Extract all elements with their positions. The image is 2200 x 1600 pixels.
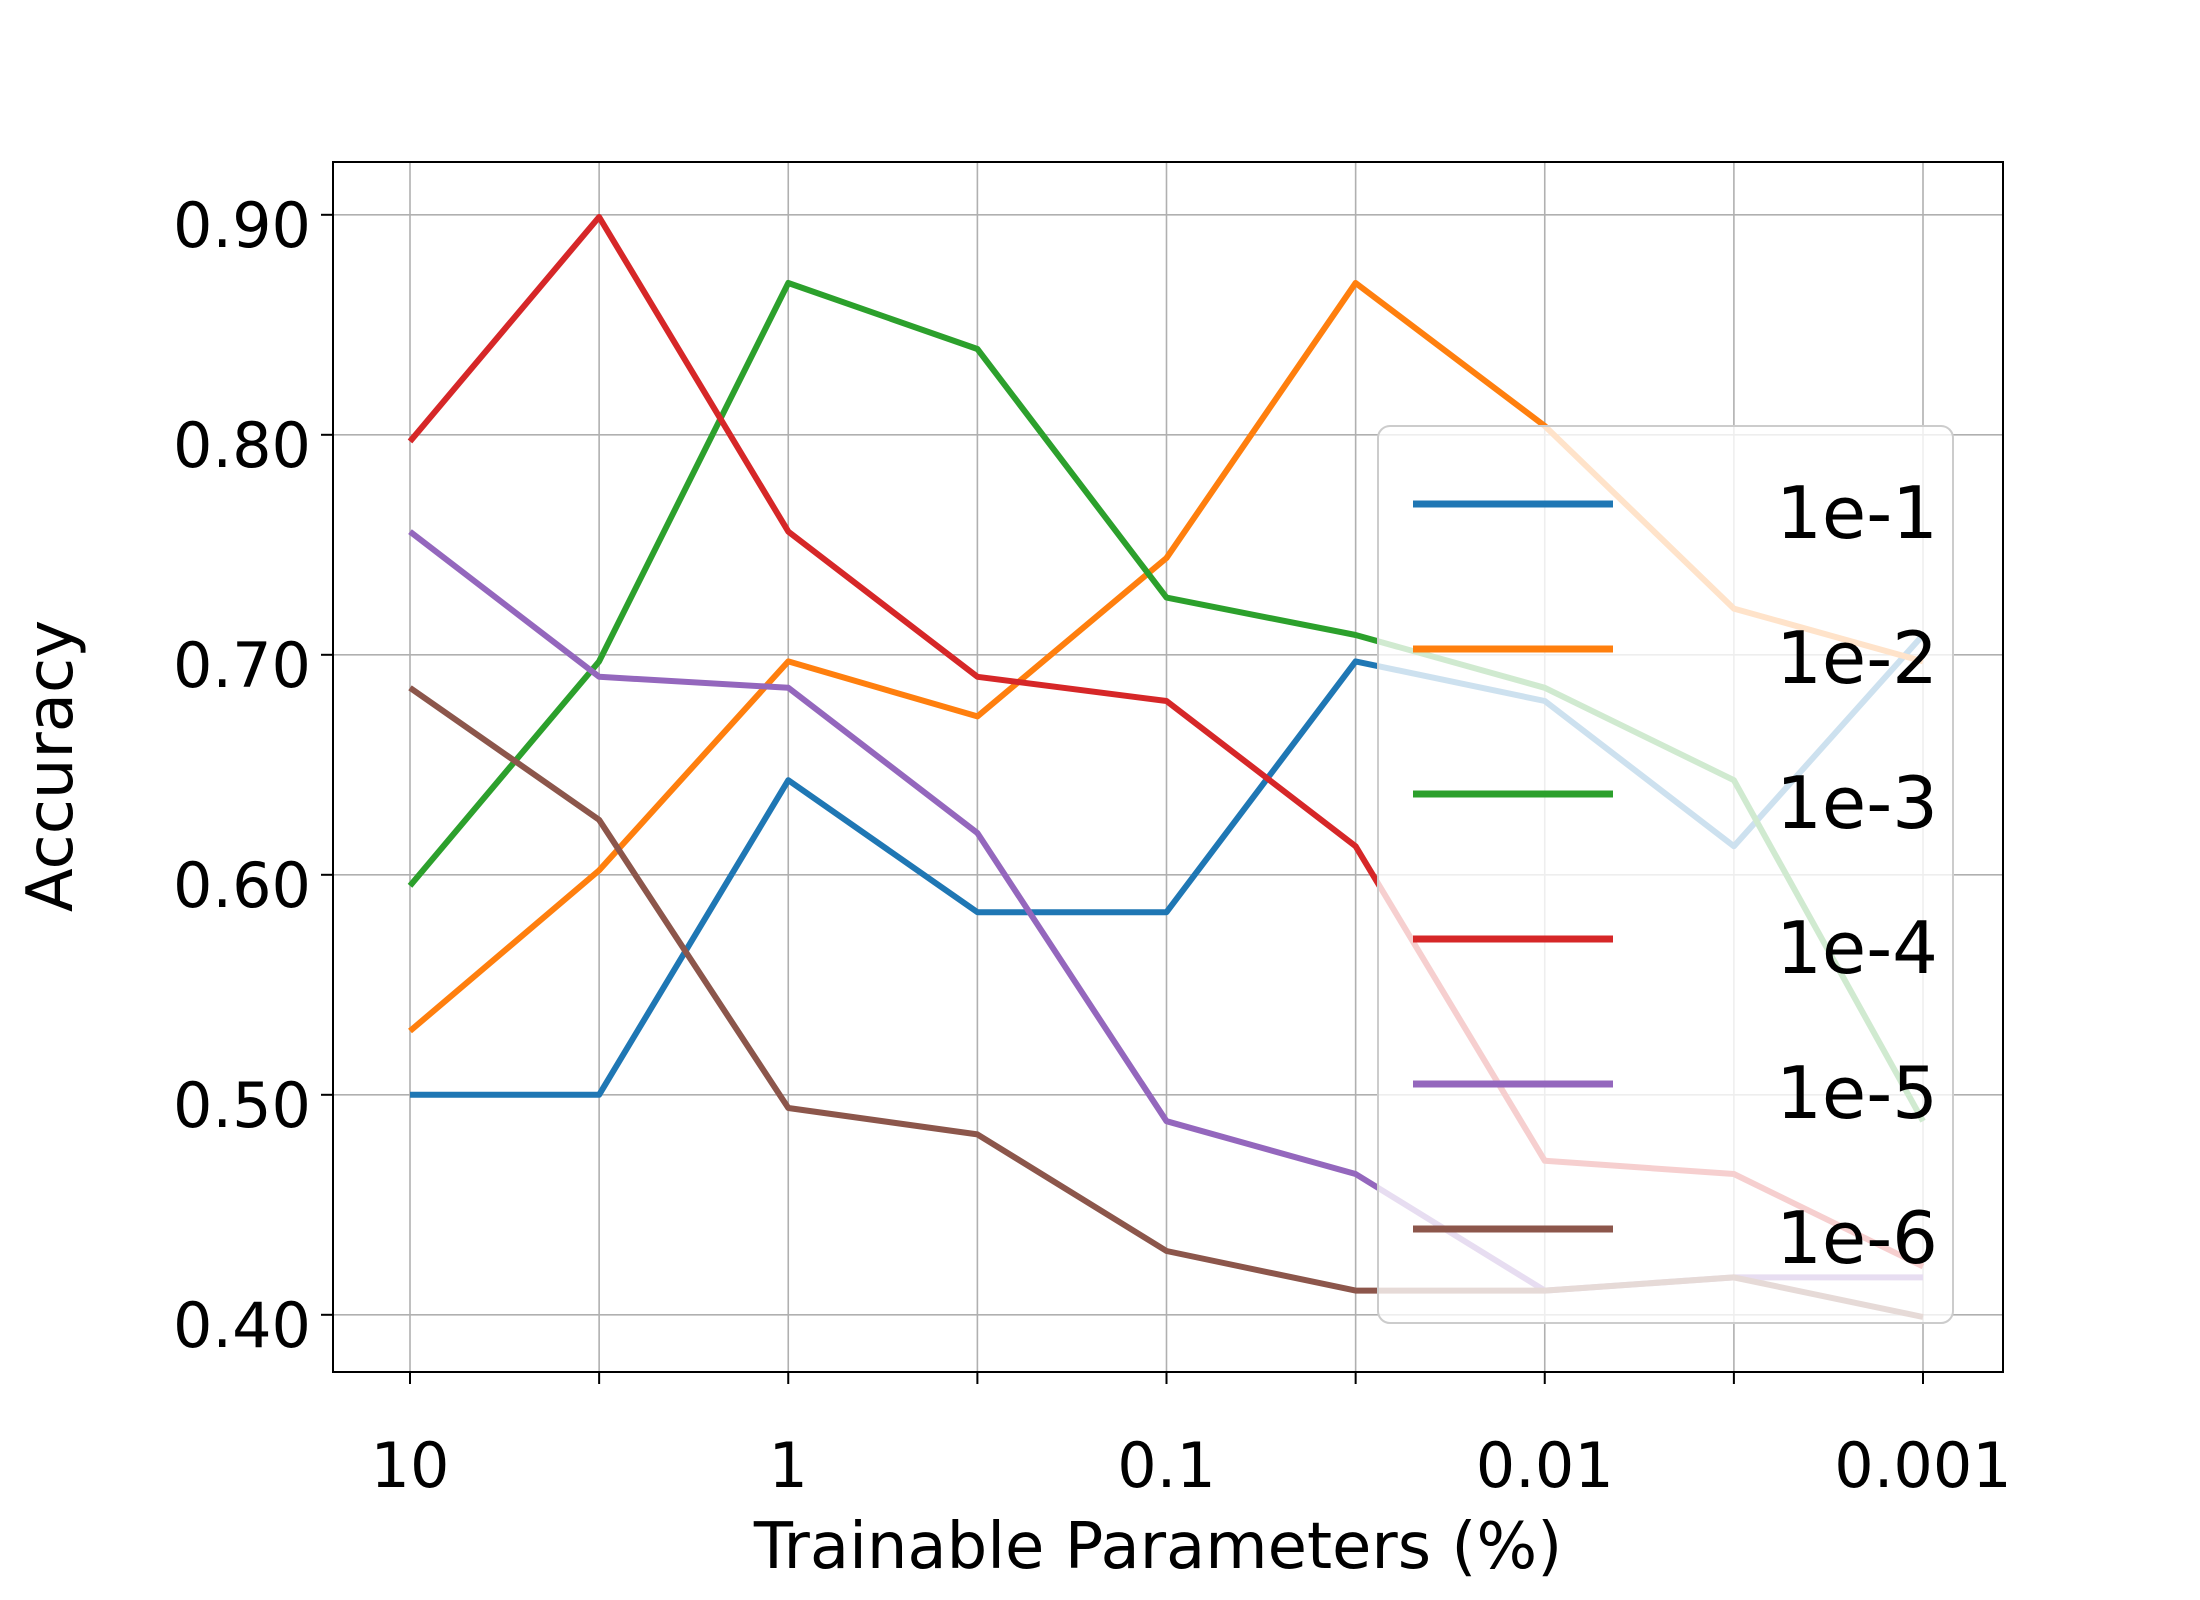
x-tick-label: 0.1 xyxy=(1117,1429,1216,1502)
x-axis-label: Trainable Parameters (%) xyxy=(753,1510,1562,1584)
legend-label-1e-1: 1e-1 xyxy=(1776,471,1938,555)
x-tick-label: 1 xyxy=(769,1429,808,1502)
legend-box xyxy=(1377,425,1954,1324)
y-tick-label: 0.80 xyxy=(173,409,311,482)
y-tick-label: 0.70 xyxy=(173,629,311,702)
x-tick-label: 0.001 xyxy=(1834,1429,2012,1502)
x-tick-label: 0.01 xyxy=(1476,1429,1614,1502)
y-tick-label: 0.50 xyxy=(173,1069,311,1142)
legend-label-1e-3: 1e-3 xyxy=(1776,761,1938,845)
legend-label-1e-6: 1e-6 xyxy=(1776,1196,1938,1280)
legend: 1e-1 1e-2 1e-3 1e-4 1e-5 1e-6 xyxy=(1377,425,1954,1324)
y-axis-label: Accuracy xyxy=(14,620,88,912)
legend-label-1e-4: 1e-4 xyxy=(1776,906,1938,990)
y-tick-label: 0.40 xyxy=(173,1289,311,1362)
y-tick-label: 0.60 xyxy=(173,849,311,922)
y-tick-label: 0.90 xyxy=(173,189,311,262)
legend-label-1e-5: 1e-5 xyxy=(1776,1051,1938,1135)
legend-label-1e-2: 1e-2 xyxy=(1776,616,1938,700)
x-tick-label: 10 xyxy=(371,1429,450,1502)
axes: 10 1 0.1 0.01 0.001 0.40 0.50 0.60 0.70 0.80 0.90 xyxy=(173,161,2012,1502)
plot-frame xyxy=(332,161,2004,1373)
